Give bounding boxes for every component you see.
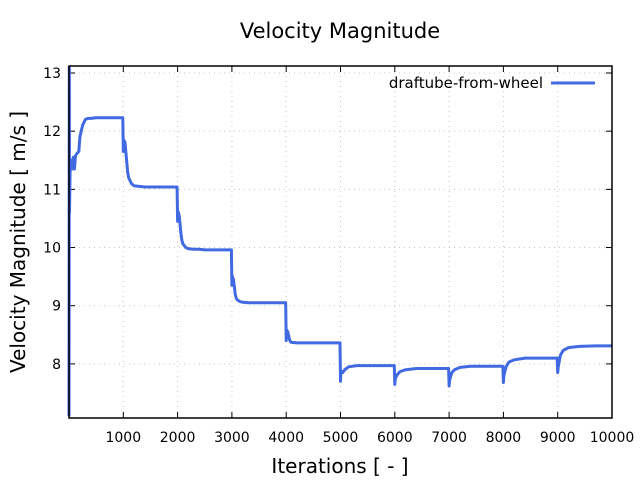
y-tick-label: 11	[43, 182, 61, 198]
x-tick-label: 6000	[377, 430, 413, 446]
x-tick-label: 2000	[160, 430, 196, 446]
grid-lines	[69, 66, 612, 418]
chart-title: Velocity Magnitude	[240, 19, 440, 43]
y-axis-label: Velocity Magnitude [ m/s ]	[6, 111, 30, 373]
x-tick-label: 9000	[540, 430, 576, 446]
y-tick-labels: 8 9 10 11 12 13	[43, 66, 61, 373]
x-axis-label: Iterations [ - ]	[271, 454, 408, 478]
y-tick-label: 9	[52, 299, 61, 315]
legend: draftube-from-wheel	[389, 74, 595, 92]
x-tick-labels: 1000 2000 3000 4000 5000 6000 7000 8000 9000 1000…	[105, 430, 634, 446]
y-tick-label: 12	[43, 124, 61, 140]
x-tick-label: 1000	[105, 430, 141, 446]
y-tick-label: 13	[43, 66, 61, 82]
x-tick-label: 4000	[268, 430, 304, 446]
y-tick-label: 8	[52, 357, 61, 373]
x-tick-label: 5000	[323, 430, 359, 446]
series-group	[67, 65, 612, 417]
x-tick-label: 3000	[214, 430, 250, 446]
series-line	[67, 65, 612, 417]
legend-label: draftube-from-wheel	[389, 74, 543, 92]
x-tick-label: 10000	[590, 430, 635, 446]
x-tick-label: 7000	[431, 430, 467, 446]
plot-border	[68, 65, 613, 419]
x-tick-label: 8000	[486, 430, 522, 446]
y-tick-label: 10	[43, 241, 61, 257]
